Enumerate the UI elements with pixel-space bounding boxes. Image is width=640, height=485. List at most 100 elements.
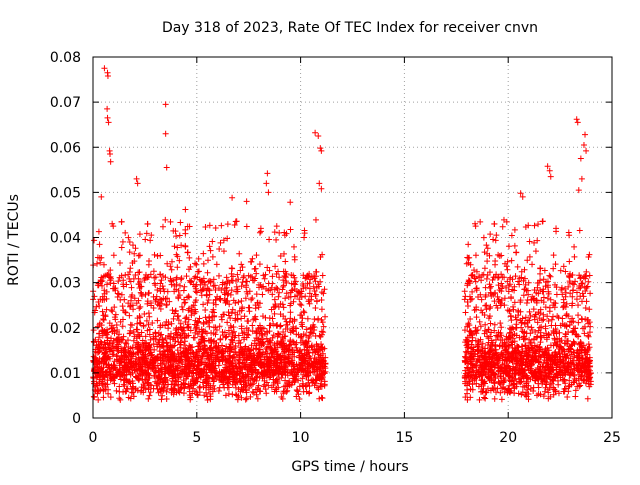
- data-point: [142, 345, 149, 352]
- data-point: [179, 349, 186, 356]
- data-point: [270, 360, 277, 367]
- data-point: [267, 337, 274, 344]
- data-point: [480, 234, 487, 241]
- data-point: [100, 394, 107, 401]
- data-point: [217, 335, 224, 342]
- data-point: [114, 347, 121, 354]
- data-point: [280, 304, 287, 311]
- data-point: [139, 351, 146, 358]
- data-point: [202, 224, 209, 231]
- data-point: [252, 316, 259, 323]
- data-point: [534, 319, 541, 326]
- data-point: [96, 321, 103, 328]
- data-point: [575, 357, 582, 364]
- data-point: [495, 251, 502, 258]
- data-point: [256, 300, 263, 307]
- data-point: [145, 310, 152, 317]
- data-point: [573, 116, 580, 123]
- data-point: [218, 348, 225, 355]
- data-point: [195, 255, 202, 262]
- data-point: [223, 287, 230, 294]
- data-point: [184, 351, 191, 358]
- data-point: [236, 250, 243, 257]
- data-point: [130, 306, 137, 313]
- data-point: [182, 242, 189, 249]
- data-point: [499, 353, 506, 360]
- data-point: [164, 347, 171, 354]
- data-point: [536, 315, 543, 322]
- data-point: [118, 244, 125, 251]
- data-point: [477, 218, 484, 225]
- data-point: [232, 391, 239, 398]
- data-point: [303, 326, 310, 333]
- data-point: [206, 356, 213, 363]
- data-point: [177, 219, 184, 226]
- data-point: [158, 371, 165, 378]
- data-point: [537, 354, 544, 361]
- data-point: [116, 395, 123, 402]
- data-point: [300, 331, 307, 338]
- data-point: [271, 286, 278, 293]
- data-point: [266, 322, 273, 329]
- data-point: [498, 288, 505, 295]
- data-point: [253, 330, 260, 337]
- data-point: [523, 393, 530, 400]
- data-point: [568, 342, 575, 349]
- data-point: [140, 385, 147, 392]
- data-point: [321, 286, 328, 293]
- data-point: [520, 277, 527, 284]
- data-point: [91, 366, 98, 373]
- data-point: [144, 220, 151, 227]
- data-point: [491, 321, 498, 328]
- data-point: [528, 324, 535, 331]
- data-point: [473, 287, 480, 294]
- data-point: [187, 263, 194, 270]
- data-point: [534, 279, 541, 286]
- data-point: [256, 229, 263, 236]
- y-tick-label: 0.08: [50, 50, 81, 66]
- data-point: [483, 353, 490, 360]
- data-point: [194, 391, 201, 398]
- data-point: [136, 305, 143, 312]
- data-point: [296, 396, 303, 403]
- data-point: [127, 371, 134, 378]
- data-point: [104, 337, 111, 344]
- data-point: [136, 269, 143, 276]
- data-point: [523, 355, 530, 362]
- data-point: [182, 381, 189, 388]
- data-point: [205, 319, 212, 326]
- data-point: [505, 243, 512, 250]
- data-point: [293, 339, 300, 346]
- data-point: [180, 327, 187, 334]
- data-point: [482, 395, 489, 402]
- data-point: [244, 317, 251, 324]
- data-point: [162, 101, 169, 108]
- data-point: [510, 303, 517, 310]
- data-point: [306, 333, 313, 340]
- data-point: [582, 368, 589, 375]
- data-point: [237, 267, 244, 274]
- data-point: [494, 357, 501, 364]
- data-point: [94, 282, 101, 289]
- data-point: [239, 330, 246, 337]
- data-point: [263, 180, 270, 187]
- data-point: [191, 334, 198, 341]
- data-point: [125, 234, 132, 241]
- data-point: [193, 375, 200, 382]
- data-point: [537, 265, 544, 272]
- data-point: [570, 287, 577, 294]
- data-point: [487, 303, 494, 310]
- data-point: [131, 250, 138, 257]
- data-point: [181, 334, 188, 341]
- data-point: [547, 273, 554, 280]
- data-point: [110, 324, 117, 331]
- data-point: [488, 359, 495, 366]
- data-point: [525, 279, 532, 286]
- data-point: [570, 338, 577, 345]
- data-point: [464, 358, 471, 365]
- data-point: [226, 301, 233, 308]
- data-point: [306, 300, 313, 307]
- data-point: [282, 258, 289, 265]
- x-tick-label: 0: [89, 430, 98, 446]
